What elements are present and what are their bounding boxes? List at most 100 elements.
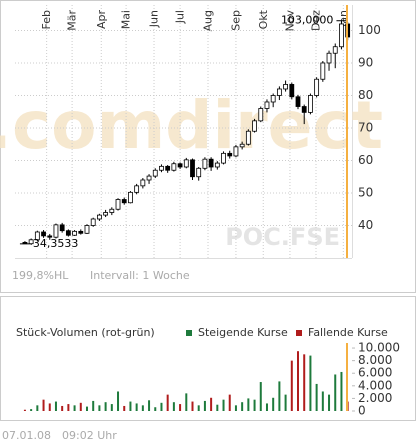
x-tick-label: Mai (120, 10, 133, 29)
range-note: 199,8%HL (12, 269, 69, 282)
legend-label: Fallende Kurse (308, 326, 388, 339)
legend-label: Steigende Kurse (198, 326, 288, 339)
y-tick-label: 10.000 (358, 341, 400, 355)
candle-body (208, 158, 214, 168)
volume-bar (23, 409, 26, 411)
footer-time: 09:02 Uhr (62, 429, 117, 442)
candle-body (270, 95, 276, 103)
volume-bar (265, 403, 268, 411)
candle-body (214, 162, 220, 168)
candle-body (90, 218, 96, 226)
y-tick-label: 90 (358, 55, 373, 69)
candle-body (159, 165, 164, 171)
volume-bar (166, 394, 169, 411)
candle-body (47, 235, 53, 238)
watermark: .comdirect (0, 87, 383, 164)
candle-body (258, 108, 264, 122)
volume-bar (309, 355, 312, 411)
volume-bar (247, 398, 250, 411)
volume-bar (297, 351, 300, 411)
x-tick-label: Apr (95, 10, 108, 30)
y-tick-label: 50 (358, 185, 373, 199)
y-tick-label: 4.000 (358, 378, 392, 392)
volume-bar (104, 402, 107, 411)
candle-body (221, 152, 226, 164)
volume-bar (334, 374, 337, 411)
candle-body (245, 130, 251, 145)
candle-body (65, 230, 71, 236)
candle-body (289, 84, 295, 98)
volume-title: Stück-Volumen (rot-grün) (16, 326, 155, 339)
volume-bar (160, 402, 163, 411)
volume-bar (117, 391, 120, 411)
volume-bar (148, 400, 151, 411)
volume-bar (290, 360, 293, 411)
volume-bar (197, 405, 200, 411)
volume-bar (340, 371, 343, 411)
volume-bar (222, 399, 225, 411)
volume-panel (0, 296, 416, 421)
volume-bar (203, 400, 206, 411)
plot: Feb Mär Apr Mai Jun Jul Aug Sep Okt Nov Dez Jan4050… (15, 5, 400, 418)
candle-body (339, 23, 344, 48)
volume-bar (48, 403, 51, 411)
candle-body (72, 230, 77, 236)
candle-body (34, 231, 40, 241)
y-tick-label: 8.000 (358, 353, 392, 367)
volume-bar (92, 400, 95, 411)
volume-bar (185, 393, 188, 411)
x-tick-label: Sep (229, 10, 242, 31)
volume-bar (216, 404, 219, 411)
x-tick-label: Jun (148, 10, 161, 28)
volume-bar (321, 391, 324, 411)
candle-body (28, 239, 34, 245)
candle-body (97, 214, 102, 220)
volume-bar (54, 401, 57, 411)
volume-bar (234, 405, 237, 411)
candle-body (115, 199, 121, 210)
candle-body (134, 185, 140, 193)
x-tick-label: Okt (257, 9, 270, 29)
volume-bar (154, 407, 157, 411)
volume-bar (241, 402, 244, 411)
x-tick-label: Nov (283, 10, 296, 32)
candle-body (320, 62, 326, 80)
candle-body (177, 163, 183, 168)
candle-body (109, 208, 115, 213)
y-tick-label: 80 (358, 88, 373, 102)
y-tick-label: 70 (358, 120, 373, 134)
y-tick-label: 6.000 (358, 366, 392, 380)
volume-bar (85, 406, 88, 411)
volume-bar (179, 404, 182, 411)
candle-body (308, 95, 313, 113)
volume-bar (79, 402, 82, 411)
candle-body (152, 169, 158, 177)
candle-body (41, 231, 46, 237)
candle-body (295, 96, 301, 107)
candle-body (140, 179, 146, 187)
candle-body (202, 158, 208, 169)
symbol: POC.FSE (225, 223, 340, 251)
candle-body (128, 191, 133, 204)
volume-bar (98, 405, 101, 411)
x-tick-label: Jul (174, 10, 187, 24)
volume-bar (191, 401, 194, 411)
x-tick-label: Dez (310, 10, 323, 31)
candle-body (239, 143, 245, 148)
volume-bar (36, 405, 39, 411)
candle-body (171, 163, 177, 171)
candle-body (196, 167, 202, 178)
candle-body (103, 212, 109, 216)
volume-bar (30, 409, 33, 411)
volume-bar (210, 397, 213, 411)
candle-body (59, 224, 65, 232)
legend-swatch (296, 330, 302, 336)
annotation: 103,0000 (281, 14, 334, 27)
y-tick-label: 0 (358, 404, 366, 418)
x-tick-label: Mär (66, 10, 79, 31)
y-tick-label: 40 (358, 218, 373, 232)
candle-body (314, 78, 320, 96)
candle-body (227, 152, 233, 157)
volume-bar (42, 399, 45, 411)
